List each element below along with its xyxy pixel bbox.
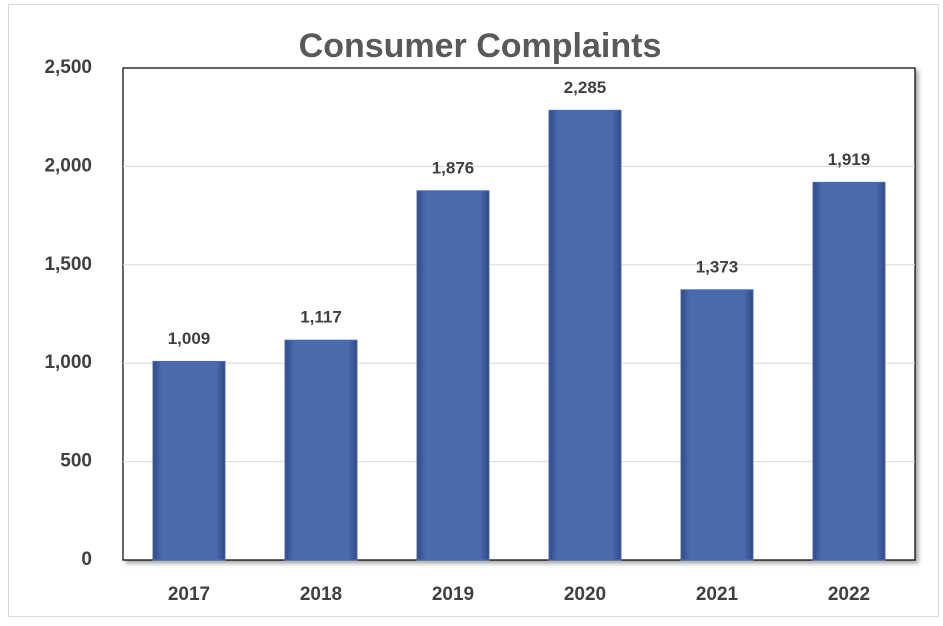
y-tick-label: 0 [81, 549, 92, 570]
bar [812, 181, 886, 561]
data-label: 1,373 [696, 257, 739, 276]
bar [152, 360, 226, 561]
plot-area [122, 67, 916, 561]
x-tick-label: 2017 [168, 584, 210, 605]
bar [548, 109, 622, 561]
x-tick-label: 2021 [696, 584, 739, 605]
data-label: 1,876 [432, 158, 475, 177]
bar [416, 190, 490, 561]
x-tick-label: 2019 [432, 584, 474, 605]
x-tick-label: 2020 [564, 584, 606, 605]
chart-title: Consumer Complaints [299, 27, 662, 65]
bar [284, 339, 358, 561]
y-tick-label: 1,000 [44, 352, 92, 373]
x-tick-label: 2022 [828, 584, 870, 605]
data-label: 1,117 [300, 308, 342, 327]
data-label: 2,285 [564, 78, 607, 97]
y-tick-label: 500 [60, 451, 92, 472]
x-tick-label: 2018 [300, 584, 342, 605]
bar [680, 289, 754, 561]
y-tick-label: 2,000 [44, 155, 92, 176]
data-label: 1,919 [828, 150, 871, 169]
y-tick-label: 2,500 [44, 57, 92, 78]
data-label: 1,009 [168, 329, 211, 348]
y-tick-label: 1,500 [44, 254, 92, 275]
